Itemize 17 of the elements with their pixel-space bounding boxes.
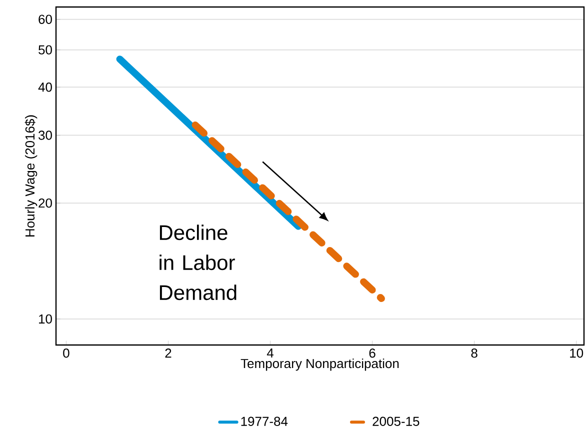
- y-tick-label: 20: [38, 198, 52, 208]
- x-tick-label: 8: [471, 348, 478, 358]
- annotation: Decline in Labor Demand: [160, 224, 236, 300]
- y-tick-label: 10: [39, 314, 52, 324]
- x-axis-title: Temporary Nonparticipation: [240, 358, 399, 371]
- y-axis-title: Hourly Wage (2016$): [24, 115, 38, 236]
- x-tick-label: 2: [165, 348, 172, 358]
- legend-label: 2005-15: [372, 416, 420, 426]
- y-tick-label: 50: [38, 45, 52, 54]
- x-tick-label: 4: [266, 348, 274, 358]
- x-tick-label: 10: [570, 348, 584, 358]
- y-tick-label: 30: [38, 130, 52, 140]
- y-tick-label: 40: [38, 82, 52, 92]
- legend-label: 1977-84: [241, 416, 288, 426]
- y-tick-label: 60: [38, 14, 52, 24]
- x-tick-label: 0: [63, 348, 70, 358]
- x-tick-label: 6: [369, 348, 376, 358]
